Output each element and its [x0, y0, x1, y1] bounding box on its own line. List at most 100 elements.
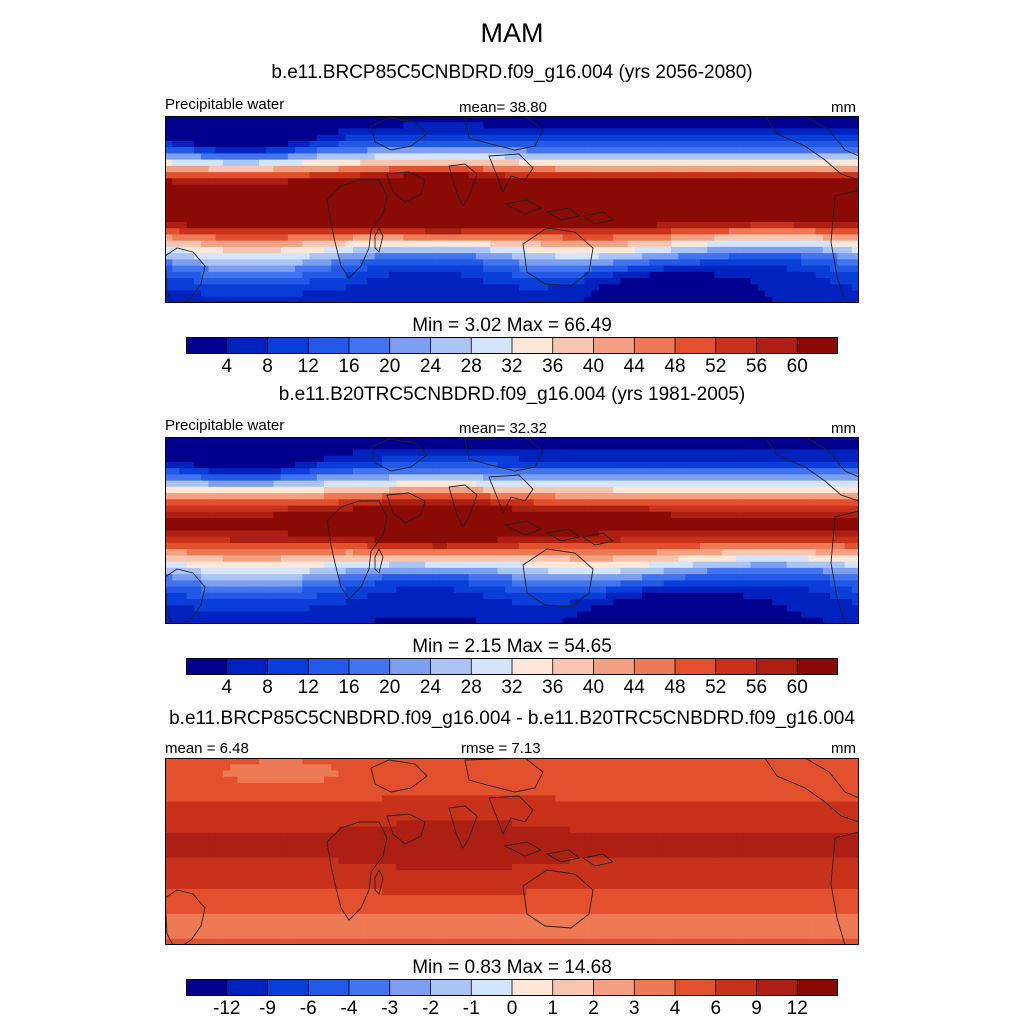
field-cell — [367, 159, 376, 167]
field-cell — [533, 499, 542, 507]
field-cell — [418, 153, 426, 161]
field-cell — [598, 455, 607, 463]
field-cell — [714, 549, 723, 556]
field-cell — [338, 278, 347, 285]
field-cell — [461, 190, 470, 198]
field-cell — [280, 296, 289, 303]
field-cell — [367, 228, 376, 235]
field-cell — [497, 524, 506, 531]
field-cell — [230, 259, 238, 267]
field-cell — [273, 172, 282, 179]
field-cell — [642, 437, 650, 444]
field-cell — [663, 159, 672, 167]
field-cell — [461, 518, 470, 525]
field-cell — [772, 197, 780, 204]
field-cell — [765, 246, 773, 254]
field-cell — [316, 209, 325, 217]
field-cell — [656, 215, 665, 223]
field-cell — [483, 172, 491, 179]
field-cell — [620, 486, 629, 494]
field-cell — [193, 499, 202, 507]
field-cell — [656, 468, 665, 475]
field-cell — [642, 140, 650, 148]
field-cell — [287, 184, 296, 192]
field-cell — [656, 116, 665, 123]
field-cell — [569, 190, 578, 198]
field-cell — [454, 549, 462, 556]
field-cell — [403, 499, 412, 507]
field-cell — [446, 246, 455, 254]
field-cell — [490, 178, 499, 186]
field-cell — [215, 290, 224, 298]
field-cell — [757, 474, 766, 482]
field-cell — [280, 567, 289, 575]
field-cell — [736, 455, 744, 463]
field-cell — [512, 240, 520, 248]
field-cell — [258, 493, 267, 500]
field-cell — [577, 116, 585, 123]
field-cell — [230, 290, 238, 298]
field-cell — [786, 246, 795, 254]
field-cell — [374, 265, 383, 273]
field-cell — [179, 265, 188, 273]
field-cell — [837, 197, 846, 204]
field-cell — [750, 518, 759, 525]
field-cell — [475, 265, 484, 273]
field-cell — [569, 253, 578, 260]
field-cell — [237, 122, 246, 129]
field-cell — [605, 159, 614, 167]
field-cell — [736, 259, 744, 267]
field-cell — [548, 122, 556, 129]
field-cell — [779, 147, 788, 154]
field-cell — [685, 474, 694, 482]
field-cell — [461, 468, 470, 475]
field-cell — [851, 178, 859, 186]
field-cell — [237, 134, 246, 142]
field-cell — [309, 480, 318, 488]
field-cell — [410, 197, 419, 204]
field-cell — [208, 228, 217, 235]
field-cell — [750, 221, 759, 229]
field-cell — [786, 184, 795, 192]
field-cell — [772, 499, 780, 507]
field-cell — [671, 493, 679, 500]
field-cell — [266, 296, 274, 303]
field-cell — [316, 468, 325, 475]
field-cell — [808, 561, 817, 569]
field-cell — [685, 259, 694, 267]
field-cell — [678, 499, 686, 507]
field-cell — [743, 486, 752, 494]
field-cell — [801, 197, 809, 204]
field-cell — [591, 165, 600, 173]
field-cell — [475, 437, 484, 444]
field-cell — [634, 296, 643, 303]
field-cell — [663, 474, 672, 482]
field-cell — [786, 449, 795, 457]
field-cell — [273, 253, 282, 260]
field-cell — [237, 259, 246, 267]
field-cell — [605, 505, 614, 513]
field-cell — [389, 474, 397, 482]
field-cell — [208, 530, 217, 538]
field-cell — [757, 122, 766, 129]
field-cell — [656, 542, 665, 550]
field-cell — [822, 474, 831, 482]
field-cell — [591, 172, 600, 179]
field-cell — [475, 253, 484, 260]
field-cell — [721, 178, 730, 186]
field-cell — [815, 449, 824, 457]
field-cell — [237, 474, 246, 482]
field-cell — [815, 290, 824, 298]
field-cell — [324, 215, 332, 223]
field-cell — [258, 449, 267, 457]
field-cell — [331, 437, 339, 444]
field-cell — [266, 278, 274, 285]
field-cell — [801, 134, 809, 142]
field-cell — [620, 221, 629, 229]
field-cell — [649, 203, 658, 210]
field-cell — [230, 461, 238, 469]
field-cell — [844, 203, 853, 210]
field-cell — [302, 221, 311, 229]
field-cell — [540, 561, 549, 569]
field-cell — [837, 271, 846, 279]
